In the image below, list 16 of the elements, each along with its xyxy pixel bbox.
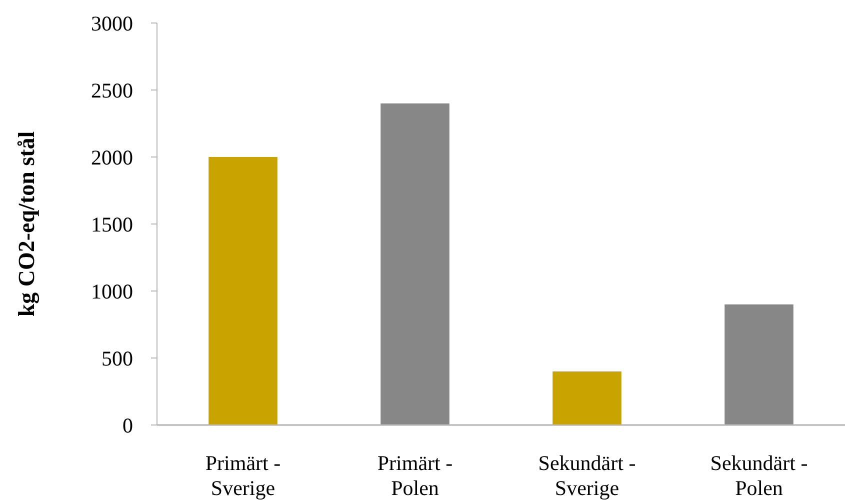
y-tick-label: 2000 <box>91 145 133 170</box>
x-tick-label: Sekundärt - Sverige <box>538 451 636 500</box>
y-tick-label: 0 <box>122 413 133 438</box>
x-tick-label: Primärt - Polen <box>377 451 453 500</box>
x-tick-label: Primärt - Sverige <box>205 451 281 500</box>
y-axis-title: kg CO2-eq/ton stål <box>14 131 40 317</box>
y-tick-label: 2500 <box>91 78 133 102</box>
y-tick-label: 500 <box>102 346 133 370</box>
x-tick-label: Sekundärt - Polen <box>710 451 808 500</box>
y-tick-label: 1500 <box>91 212 133 236</box>
bar <box>208 157 278 425</box>
y-tick-label: 1000 <box>91 279 133 304</box>
y-tick-label: 3000 <box>91 11 133 36</box>
bar <box>552 371 622 425</box>
bar <box>380 103 450 425</box>
bar <box>724 304 794 425</box>
